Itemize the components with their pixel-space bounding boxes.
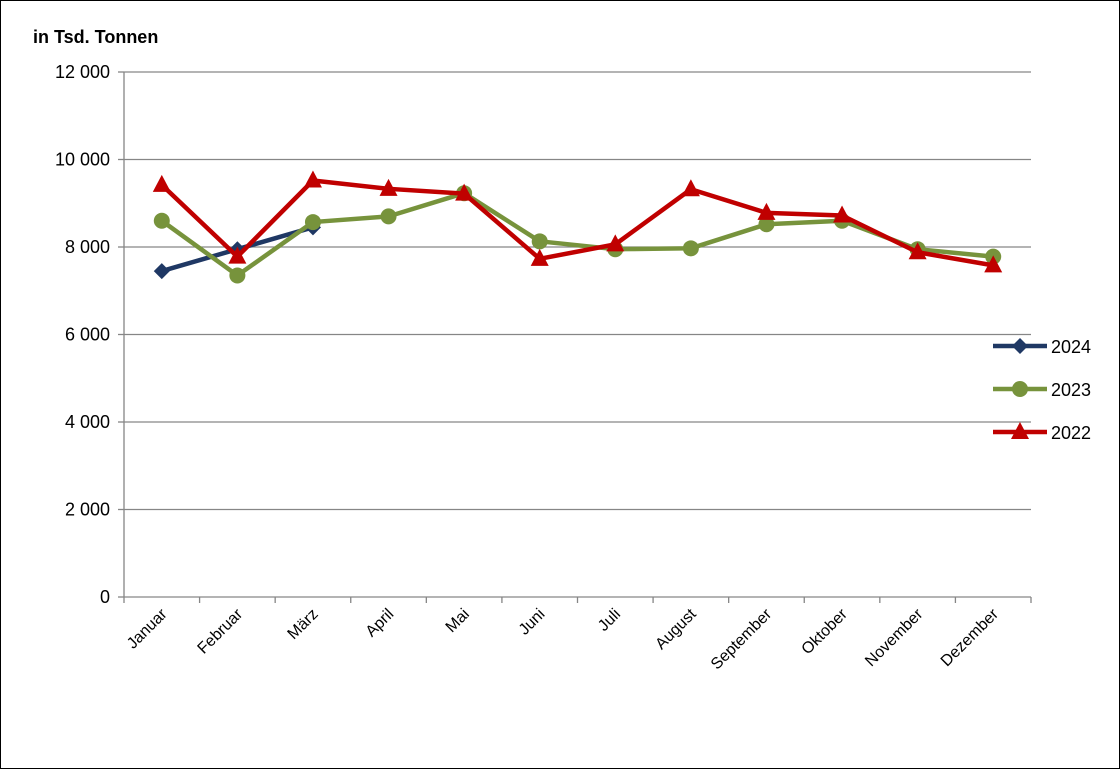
legend-item-2024: 2024 [993,337,1091,357]
y-tick-label: 8 000 [65,237,110,257]
data-point [758,216,775,233]
x-tick-labels: Januar Februar März April Mai Juni Juli August S… [124,605,1003,673]
data-point [908,242,927,260]
y-axis-unit-label: in Tsd. Tonnen [33,27,158,47]
x-tick-label: August [652,605,700,653]
x-tick-label: Oktober [799,605,852,658]
data-point [152,174,171,192]
data-point [153,263,170,280]
legend-item-2023: 2023 [993,380,1091,400]
data-point [530,248,549,266]
y-tick-label: 10 000 [55,150,110,170]
legend-label: 2024 [1051,337,1091,357]
data-point [153,212,170,229]
legend-label: 2022 [1051,423,1091,443]
y-tick-labels: 0 2 000 4 000 6 000 8 000 10 000 12 000 [55,62,110,607]
data-point [682,240,699,257]
x-tick-label: Mai [443,606,473,636]
series-line [160,190,994,278]
x-tick-label: Dezember [938,605,1003,670]
x-tick-label: November [862,605,927,670]
x-tick-label: April [363,606,398,641]
data-point [757,202,776,220]
data-point [229,267,246,284]
y-tick-label: 12 000 [55,62,110,82]
x-tick-label: Juli [595,606,624,635]
y-tick-label: 2 000 [65,500,110,520]
data-point [833,205,852,223]
x-tick-label: September [708,605,776,673]
axes [123,72,1032,603]
gridlines [118,71,1031,598]
legend-item-2022: 2022 [993,422,1091,443]
legend-marker [1011,422,1029,439]
data-point [531,233,548,250]
x-tick-label: März [285,606,322,643]
x-tick-label: Januar [124,605,171,652]
data-point [228,246,247,264]
data-point [303,170,322,188]
legend-marker [1012,338,1028,354]
data-point [681,179,700,197]
series-group [152,170,1003,284]
data-point [304,214,321,231]
legend-label: 2023 [1051,380,1091,400]
series-2022 [152,170,1003,273]
y-tick-label: 6 000 [65,325,110,345]
legend: 2024 2023 2022 [993,337,1091,443]
data-point [379,178,398,196]
data-point [380,208,397,225]
legend-marker [1012,381,1028,397]
x-tick-label: Februar [195,605,247,657]
y-tick-label: 0 [100,587,110,607]
y-tick-label: 4 000 [65,412,110,432]
data-point [606,234,625,252]
data-point [455,183,474,201]
series-line [160,178,994,268]
x-tick-label: Juni [516,606,549,639]
data-point [984,255,1003,273]
